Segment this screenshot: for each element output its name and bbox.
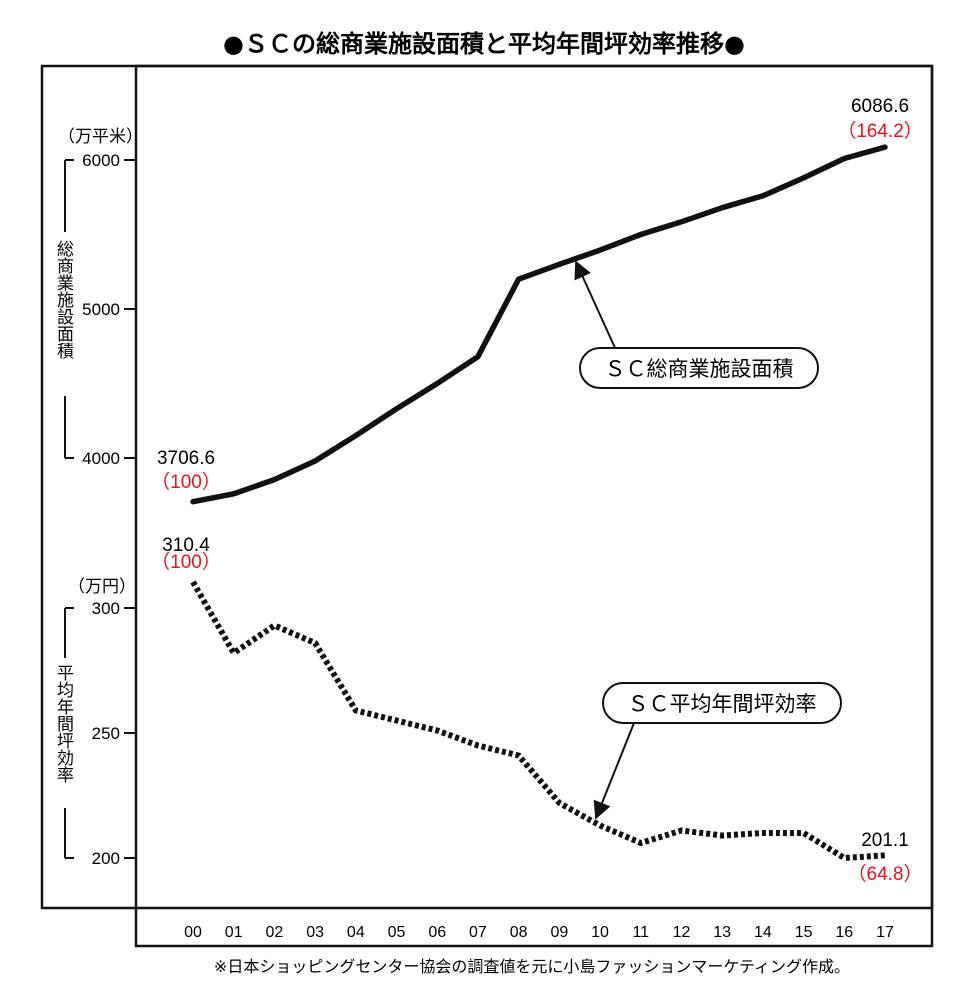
x-tick-label: 01 [225,924,243,941]
x-tick-label: 13 [713,924,731,941]
x-tick-label: 04 [347,924,365,941]
x-tick-label: 10 [591,924,609,941]
area-callout-label: ＳＣ総商業施設面積 [605,357,794,381]
area-series-line [190,144,888,505]
y-tick-label: 6000 [82,151,120,170]
plot-frame [134,64,934,948]
area-start-value: 3706.6 [157,448,215,469]
x-tick-label: 17 [876,924,894,941]
area-start-index: （100） [151,471,221,493]
x-tick-label: 14 [754,924,772,941]
x-tick-label: 07 [469,924,487,941]
efficiency-callout-label: ＳＣ平均年間坪効率 [628,692,817,716]
area-end-value: 6086.6 [851,96,909,117]
y-tick-label: 300 [92,599,120,618]
x-tick-label: 06 [428,924,446,941]
efficiency-start-index: （100） [151,551,221,573]
bottom-axis-unit: （万円） [68,577,136,597]
x-tick-label: 05 [388,924,406,941]
efficiency-callout-box [602,682,842,724]
y-tick-label: 250 [92,724,120,743]
area-callout-arrow [574,260,617,351]
top-axis-unit: （万平米） [58,127,143,147]
x-tick-label: 03 [306,924,324,941]
y-tick-label: 4000 [82,449,120,468]
x-tick-label: 02 [266,924,284,941]
x-tick-label: 08 [510,924,528,941]
y-tick-label: 200 [92,849,120,868]
area-callout-box [579,347,819,389]
top-axis-ticks: 4000 5000 6000 [82,151,136,468]
bottom-axis-label: 平均年間坪効率 [53,664,74,783]
x-tick-label: 16 [835,924,853,941]
efficiency-end-index: （64.8） [848,863,923,885]
x-tick-label: 15 [795,924,813,941]
efficiency-series-line [190,580,886,861]
x-tick-label: 11 [632,924,649,941]
efficiency-end-value: 201.1 [861,830,909,851]
chart-title: ●ＳＣの総商業施設面積と平均年間坪効率推移● [223,30,745,58]
bottom-axis-ticks: 200 250 300 [92,599,136,868]
source-note: ※日本ショッピングセンター協会の調査値を元に小島ファッションマーケティング作成。 [214,957,850,976]
x-tick-label: 12 [673,924,691,941]
x-tick-label: 09 [550,924,568,941]
efficiency-start-value: 310.4 [162,535,210,556]
series-layer [190,144,888,861]
top-axis-label: 総商業施設面積 [53,240,74,359]
efficiency-callout-arrow [593,717,637,820]
x-axis-ticks: 00 01 02 03 04 05 06 07 08 09 10 11 12 13 14 15 16 17 [184,924,894,941]
area-end-index: （164.2） [837,120,923,142]
x-tick-label: 00 [184,924,202,941]
y-tick-label: 5000 [82,300,120,319]
